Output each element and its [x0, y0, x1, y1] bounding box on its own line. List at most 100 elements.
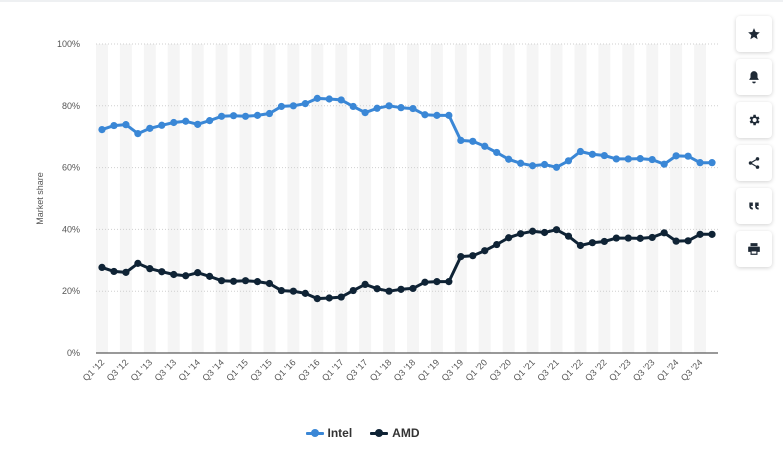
data-point-amd: [110, 267, 118, 276]
data-point-amd: [517, 230, 525, 238]
gear-icon: [749, 114, 760, 126]
data-point-amd: [433, 278, 441, 286]
series-line-intel: [101, 96, 712, 169]
column-band: [478, 44, 491, 353]
column-band: [646, 44, 659, 353]
side-toolbar: [736, 16, 772, 267]
data-point-intel: [505, 155, 513, 163]
data-point-intel: [684, 152, 692, 160]
x-tick-label: Q1 '16: [272, 357, 298, 383]
column-band: [383, 44, 396, 353]
data-point-intel: [445, 111, 453, 119]
share-button[interactable]: [736, 145, 772, 181]
data-point-amd: [469, 252, 477, 260]
x-tick-label: Q1 '21: [511, 357, 537, 383]
data-point-amd: [385, 287, 393, 295]
data-point-amd: [217, 277, 226, 285]
data-point-amd: [194, 269, 202, 277]
column-band: [96, 44, 108, 353]
column-band: [335, 44, 348, 353]
bell-icon: [749, 71, 759, 84]
x-tick-label: Q3 '20: [487, 357, 513, 383]
data-point-intel: [612, 155, 620, 163]
data-point-intel: [98, 125, 106, 134]
data-point-intel: [588, 150, 597, 158]
notification-button[interactable]: [736, 59, 772, 95]
x-tick-label: Q3 '21: [535, 357, 561, 383]
data-point-intel: [122, 121, 130, 129]
data-point-intel: [672, 152, 680, 160]
data-point-intel: [349, 102, 357, 111]
favorite-button[interactable]: [736, 16, 772, 52]
column-band: [502, 44, 515, 353]
y-tick-label: 20%: [62, 286, 80, 296]
x-tick-label: Q3 '16: [296, 357, 322, 383]
x-tick-label: Q3 '19: [440, 357, 466, 383]
cite-button[interactable]: [736, 188, 772, 224]
x-tick-label: Q3 '13: [153, 357, 179, 383]
column-band: [598, 44, 611, 353]
data-point-amd: [98, 263, 106, 272]
data-point-amd: [158, 268, 166, 276]
column-band: [407, 44, 419, 353]
column-band: [263, 44, 276, 353]
column-band: [311, 44, 324, 353]
data-point-intel: [194, 120, 202, 128]
data-point-amd: [600, 237, 608, 246]
data-point-intel: [229, 112, 238, 120]
column-band: [694, 44, 707, 353]
x-tick-label: Q1 '19: [416, 357, 442, 383]
data-point-amd: [564, 232, 573, 240]
share-icon: [748, 157, 760, 169]
column-band: [430, 44, 443, 353]
legend-item-amd[interactable]: AMD: [370, 426, 420, 440]
data-point-intel: [158, 121, 166, 129]
x-tick-label: Q1 '17: [320, 357, 346, 383]
data-point-amd: [708, 230, 716, 238]
data-point-intel: [110, 121, 118, 130]
y-tick-label: 60%: [62, 163, 80, 173]
data-point-amd: [696, 230, 704, 238]
data-point-intel: [146, 124, 154, 132]
data-point-intel: [540, 160, 549, 169]
data-point-intel: [182, 117, 190, 125]
data-point-intel: [708, 159, 716, 167]
x-tick-label: Q3 '12: [105, 357, 131, 383]
data-point-amd: [206, 272, 214, 280]
data-point-intel: [552, 163, 561, 171]
column-band: [239, 44, 252, 353]
data-point-intel: [576, 147, 585, 156]
y-tick-label: 0%: [67, 348, 80, 358]
data-point-amd: [325, 294, 333, 302]
settings-button[interactable]: [736, 102, 772, 138]
data-point-intel: [564, 157, 573, 165]
data-point-amd: [552, 226, 561, 234]
x-tick-label: Q3 '22: [583, 357, 609, 383]
data-point-intel: [313, 94, 321, 102]
legend-swatch-intel: [305, 428, 324, 438]
data-point-amd: [588, 239, 597, 247]
data-point-intel: [134, 130, 142, 138]
x-tick-label: Q3 '15: [248, 357, 274, 383]
data-point-intel: [301, 100, 309, 108]
data-point-amd: [528, 227, 537, 235]
data-point-intel: [206, 117, 214, 125]
data-point-amd: [409, 284, 417, 293]
data-point-amd: [170, 270, 178, 279]
print-button[interactable]: [736, 231, 772, 267]
data-point-intel: [409, 104, 417, 113]
column-band: [359, 44, 372, 353]
x-tick-label: Q1 '13: [129, 357, 155, 383]
series-line-amd: [101, 228, 712, 301]
legend-label-amd: AMD: [392, 426, 420, 440]
data-point-amd: [265, 279, 274, 288]
data-point-amd: [672, 237, 680, 245]
data-point-intel: [636, 155, 644, 163]
data-point-intel: [397, 104, 405, 112]
data-point-amd: [134, 259, 142, 267]
legend-item-intel[interactable]: Intel: [305, 426, 352, 440]
y-tick-label: 80%: [62, 101, 80, 111]
data-point-intel: [265, 109, 274, 118]
x-tick-label: Q3 '23: [631, 357, 657, 383]
data-point-amd: [229, 277, 238, 285]
